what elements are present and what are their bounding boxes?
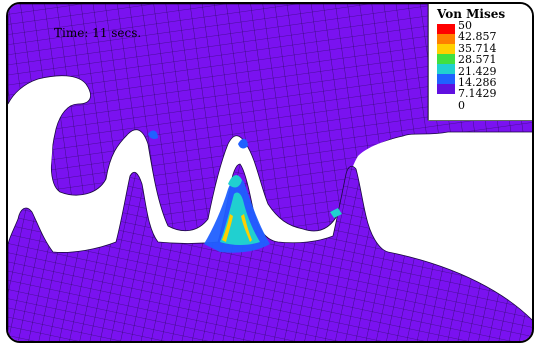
time-label: Time: 11 secs. <box>54 26 142 40</box>
legend-value: 50 <box>458 19 472 32</box>
stress-legend: Von Mises 50 42.857 35.714 28.571 21.429… <box>428 4 532 121</box>
stress-core-zone <box>220 192 260 245</box>
fem-mesh-canvas <box>8 4 532 341</box>
legend-value: 14.286 <box>458 75 497 89</box>
simulation-viewport[interactable]: Time: 11 secs. Von Mises 50 42.857 35.71… <box>6 2 534 343</box>
stress-tip <box>228 175 242 188</box>
legend-value: 35.714 <box>458 41 497 55</box>
gap-right <box>338 134 532 235</box>
legend-values: 50 42.857 35.714 28.571 21.429 14.286 7.… <box>458 19 497 112</box>
legend-value: 42.857 <box>458 30 497 44</box>
legend-value: 21.429 <box>458 64 497 78</box>
stress-peak-left <box>222 214 233 242</box>
stress-spot-mid <box>238 138 248 149</box>
legend-swatch <box>437 64 455 74</box>
legend-value: 0 <box>458 98 465 112</box>
legend-swatch <box>437 84 455 94</box>
legend-swatch <box>437 54 455 64</box>
legend-swatch <box>437 34 455 44</box>
legend-color-bar <box>437 24 455 94</box>
stress-spot-right <box>330 208 342 218</box>
legend-title: Von Mises <box>437 7 506 21</box>
legend-value: 28.571 <box>458 53 497 67</box>
legend-swatch <box>437 44 455 54</box>
legend-value: 7.1429 <box>458 87 497 101</box>
stress-peak-right <box>241 214 252 242</box>
stress-spot-left <box>148 130 158 139</box>
lower-gear <box>8 163 532 341</box>
gap-left <box>8 102 53 206</box>
legend-swatch <box>437 74 455 84</box>
legend-swatch <box>437 24 455 34</box>
